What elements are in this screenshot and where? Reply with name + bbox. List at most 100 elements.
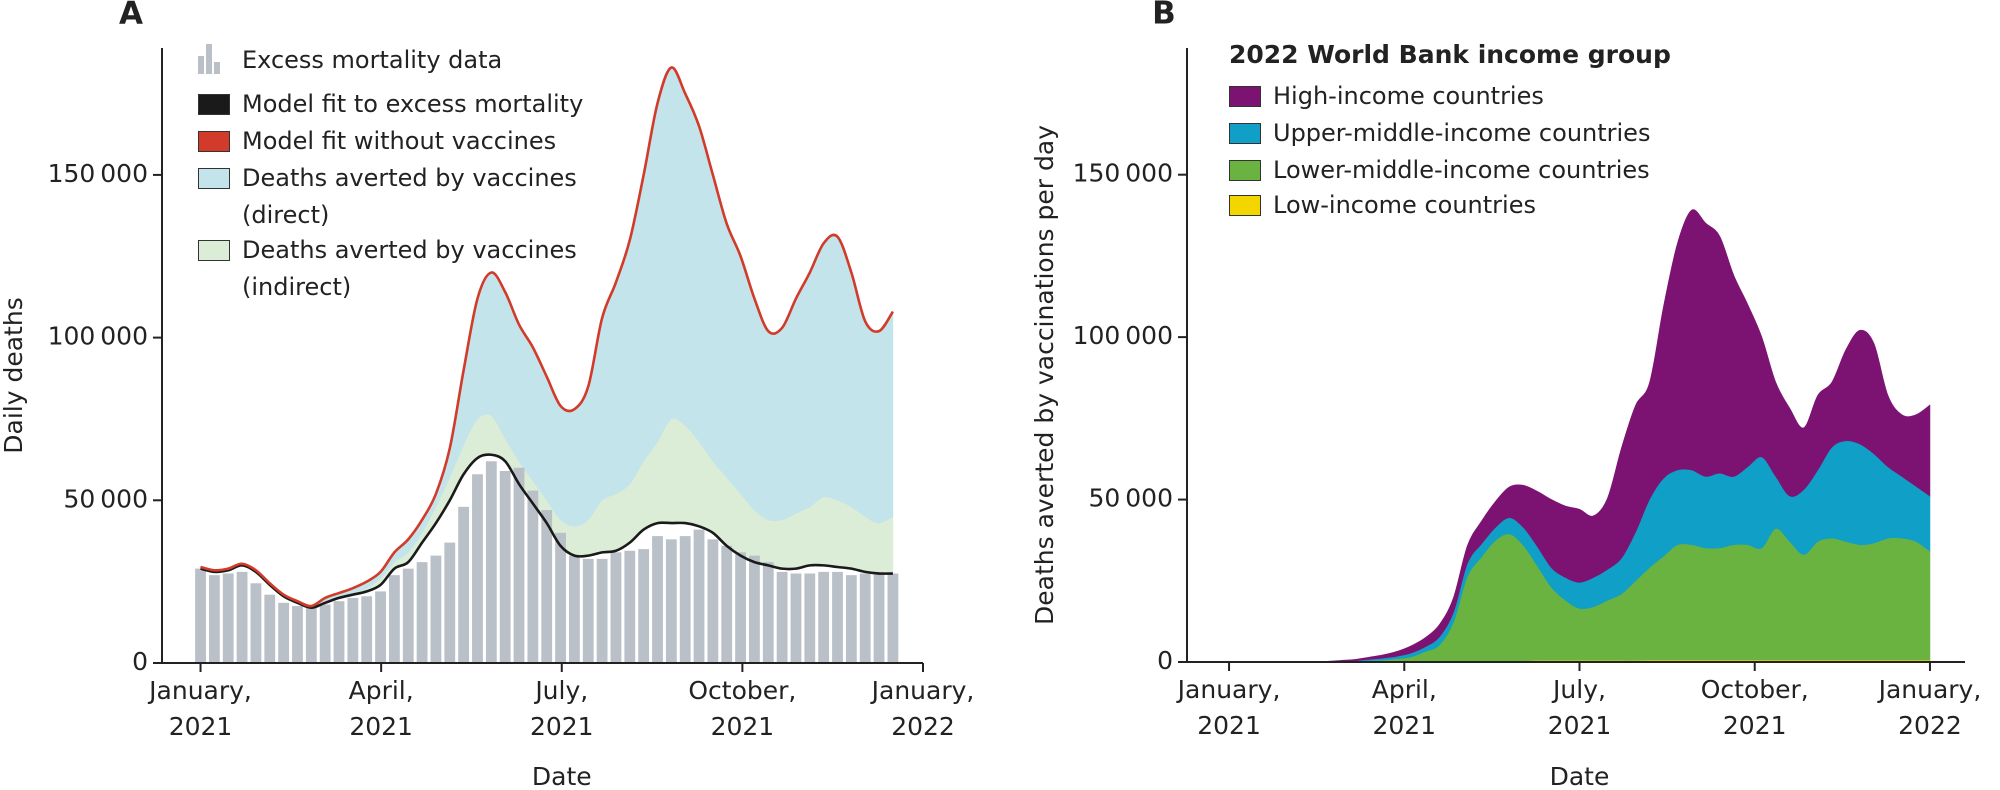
bar: [278, 602, 290, 663]
bar: [208, 575, 220, 663]
legend-item: Low-income countries: [1229, 187, 1536, 224]
bar: [818, 571, 830, 663]
x-tick-label: January, 2021: [149, 676, 252, 741]
bar: [472, 474, 483, 663]
legend-item: Deaths averted by vaccines (indirect): [198, 232, 587, 306]
legend-swatch: [198, 168, 230, 189]
bar: [624, 550, 636, 663]
legend-label: Lower-middle-income countries: [1273, 156, 1650, 184]
legend-label: Model fit without vaccines: [242, 127, 557, 155]
bar: [485, 461, 497, 663]
x-axis-label: Date: [1550, 762, 1610, 790]
x-tick-label: April, 2021: [1371, 675, 1437, 740]
legend-swatch: [1229, 160, 1261, 181]
bar: [430, 555, 442, 663]
area: [1229, 209, 1931, 663]
legend-swatch: [198, 240, 230, 261]
bar: [804, 573, 816, 663]
legend-label: High-income countries: [1273, 82, 1544, 110]
legend-label: Low-income countries: [1273, 191, 1536, 219]
bar: [582, 558, 594, 663]
bar: [652, 536, 663, 663]
y-tick-label: 100 000: [1073, 321, 1173, 350]
bar: [513, 467, 525, 663]
x-tick-label: October, 2021: [688, 676, 797, 741]
legend-swatch: [198, 131, 230, 152]
bar: [416, 562, 428, 663]
bar: [319, 604, 331, 663]
x-tick-label: April, 2021: [348, 676, 414, 741]
legend-label: Deaths averted by vaccines (indirect): [242, 236, 577, 301]
bar: [292, 606, 303, 663]
legend-swatch: [1229, 86, 1261, 107]
bar: [665, 539, 677, 663]
x-tick-label: July, 2021: [1547, 675, 1612, 740]
line: [200, 453, 893, 609]
bar: [845, 575, 857, 663]
legend-label: Deaths averted by vaccines (direct): [242, 164, 577, 229]
x-tick-label: January, 2022: [1878, 675, 1982, 740]
bar: [458, 506, 470, 663]
line: [200, 66, 894, 608]
legend-label: Upper-middle-income countries: [1273, 119, 1651, 147]
legend-item: Excess mortality data: [198, 42, 587, 79]
bar: [596, 558, 608, 663]
legend-label: Model fit to excess mortality: [242, 90, 584, 118]
bar: [444, 542, 456, 663]
bar: [790, 573, 802, 663]
x-tick-label: July, 2021: [529, 676, 594, 741]
bar: [541, 510, 553, 663]
y-tick-label: 50 000: [1088, 484, 1173, 513]
legend-title: 2022 World Bank income group: [1229, 40, 1671, 69]
bar: [305, 607, 317, 663]
y-axis-label: Deaths averted by vaccinations per day: [1030, 125, 1059, 625]
bar: [333, 601, 345, 663]
bar: [693, 529, 705, 663]
y-tick-label: 150 000: [1073, 159, 1173, 188]
x-tick-label: January, 2021: [1177, 675, 1281, 740]
legend-swatch: [1229, 195, 1261, 216]
bar: [762, 562, 774, 663]
bar: [721, 545, 733, 663]
y-axis-label: Daily deaths: [0, 297, 28, 453]
legend-icon-bar: [198, 56, 204, 74]
panel-label: B: [1152, 0, 1176, 32]
panel-label: A: [119, 0, 143, 32]
bar: [638, 549, 650, 663]
bar: [195, 568, 206, 663]
x-axis-label: Date: [532, 762, 592, 790]
legend-label: Excess mortality data: [242, 46, 503, 74]
bar: [527, 490, 539, 663]
bar: [735, 552, 746, 663]
bar: [499, 471, 511, 663]
legend-swatch: [198, 94, 230, 115]
bar: [222, 573, 234, 663]
y-tick-label: 150 000: [48, 159, 148, 188]
legend-item: Deaths averted by vaccines (direct): [198, 160, 587, 234]
bar: [388, 575, 400, 663]
y-tick-label: 50 000: [63, 484, 148, 513]
y-tick-label: 0: [1157, 646, 1173, 675]
legend-icon: [198, 44, 230, 74]
legend-icon-bar: [214, 62, 220, 74]
bar: [375, 591, 386, 663]
legend-item: Lower-middle-income countries: [1229, 152, 1650, 189]
x-tick-label: January, 2022: [871, 676, 975, 741]
bar: [236, 571, 248, 663]
bar: [776, 571, 788, 663]
legend-item: Upper-middle-income countries: [1229, 115, 1650, 152]
y-tick-label: 0: [132, 647, 148, 676]
bar: [347, 597, 359, 663]
bar: [859, 573, 871, 663]
bar: [832, 571, 843, 663]
legend-item: Model fit to excess mortality: [198, 86, 587, 123]
bar: [361, 596, 373, 663]
bar: [264, 594, 276, 663]
bar: [402, 568, 414, 663]
legend-item: High-income countries: [1229, 78, 1544, 115]
bar: [250, 583, 262, 663]
bar: [749, 555, 760, 663]
x-tick-label: October, 2021: [1700, 675, 1809, 740]
bar: [610, 552, 622, 663]
